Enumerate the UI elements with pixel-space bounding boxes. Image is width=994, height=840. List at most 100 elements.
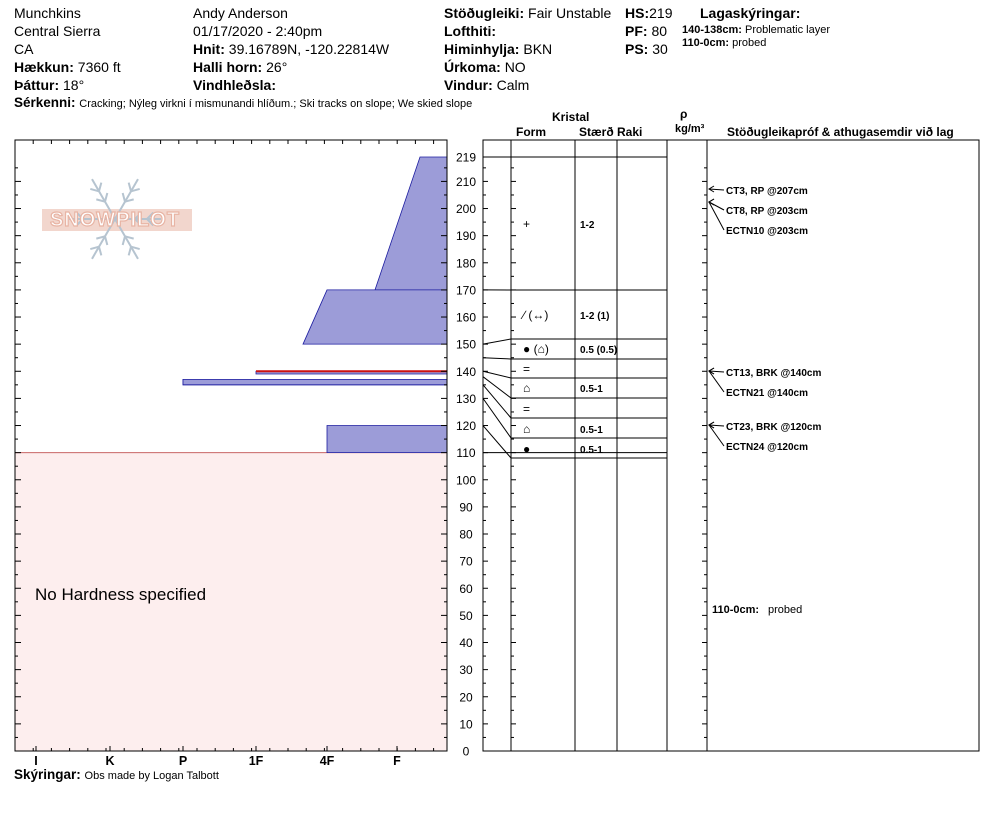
flake-branch: [98, 182, 103, 192]
footer-text: Obs made by Logan Talbott: [84, 770, 219, 782]
size-header: Stærð: [579, 125, 614, 139]
y-tick-label: 180: [456, 256, 476, 270]
moisture-header: Raki: [617, 125, 643, 139]
y-tick-label: 210: [456, 175, 476, 189]
y-tick-label: 30: [459, 663, 473, 677]
hardness-layer: [182, 379, 448, 386]
hardness-layer: [326, 425, 448, 454]
test-arrow-head: [708, 421, 715, 429]
test-arrow-head: [708, 367, 715, 375]
slope-value: 26°: [266, 59, 288, 75]
y-tick-label: 60: [459, 582, 473, 596]
y-tick-label: 140: [456, 365, 476, 379]
flake-branch: [124, 235, 134, 240]
y-tick-label: 170: [456, 283, 476, 297]
form-header: Form: [516, 125, 546, 139]
ps-row: PS: 30: [625, 40, 668, 58]
wind-loading-label: Vindhleðsla:: [193, 77, 276, 93]
region: Central Sierra: [14, 23, 101, 39]
y-tick-label: 90: [459, 500, 473, 514]
y-tick-label: 160: [456, 311, 476, 325]
hardness-scale-label: K: [105, 754, 114, 768]
hardness-scale-label: 1F: [249, 754, 264, 768]
no-hardness-label: No Hardness specified: [35, 585, 207, 604]
ps-label: PS:: [625, 41, 649, 57]
test-arrow: [708, 201, 725, 231]
layer-connector: [482, 370, 512, 379]
hardness-scale-label: 4F: [320, 754, 335, 768]
y-tick-label: 70: [459, 555, 473, 569]
stability-test: CT13, BRK @140cm: [726, 368, 821, 379]
hardness-layer: [302, 289, 448, 345]
features-text: Cracking; Nýleg virkni í mismunandi hlíð…: [79, 98, 473, 110]
flake-branch: [121, 192, 126, 202]
hardness-scale-label: F: [393, 754, 401, 768]
aspect-label: Þáttur:: [14, 77, 60, 93]
flake-branch: [98, 246, 103, 256]
flake-branch: [87, 211, 96, 220]
probed-note-range: 110-0cm:: [712, 604, 759, 616]
flake-branch: [146, 211, 155, 220]
probed-note-text: probed: [768, 604, 802, 616]
wind-loading-row: Vindhleðsla:: [193, 76, 276, 94]
air-temp-label: Lofthiti:: [444, 23, 497, 39]
hs-row: HS:219: [625, 4, 672, 22]
test-arrow: [708, 188, 725, 191]
stability-test: CT23, BRK @120cm: [726, 422, 821, 433]
layer-connector: [482, 338, 512, 345]
pf-value: 80: [651, 23, 668, 39]
elevation-row: Hækkun: 7360 ft: [14, 58, 121, 76]
features-label: Sérkenni:: [14, 95, 76, 110]
crystal-size: 1-2: [580, 220, 595, 231]
hardness-scale-label: I: [34, 754, 37, 768]
datetime: 01/17/2020 - 2:40pm: [193, 23, 323, 39]
crystal-form: +: [523, 217, 530, 231]
sky-label: Himinhylja:: [444, 41, 520, 57]
flake-arm: [114, 218, 139, 260]
slope-label: Halli horn:: [193, 59, 263, 75]
observer: Andy Anderson: [193, 5, 288, 21]
precip-label: Úrkoma:: [444, 59, 501, 75]
flake-branch: [87, 218, 96, 227]
y-tick-label: 150: [456, 338, 476, 352]
y-tick-label: 40: [459, 636, 473, 650]
layer-note-range: 110-0cm:: [682, 37, 730, 49]
stability-test: CT3, RP @207cm: [726, 186, 808, 197]
layer-connector: [482, 357, 512, 360]
test-arrow: [708, 370, 725, 393]
sky-value: BKN: [523, 41, 553, 57]
elevation-label: Hækkun:: [14, 59, 74, 75]
test-arrow: [708, 370, 725, 373]
aspect-value: 18°: [63, 77, 85, 93]
elevation-value: 7360 ft: [77, 59, 121, 75]
y-tick-label: 20: [459, 690, 473, 704]
precip-value: NO: [504, 59, 526, 75]
flake-branch: [75, 211, 84, 220]
coords-row: Hnit: 39.16789N, -120.22814W: [193, 40, 389, 58]
flake-branch: [90, 245, 100, 251]
footer-label: Skýringar:: [14, 767, 81, 782]
coords-value: 39.16789N, -120.22814W: [228, 41, 390, 57]
y-tick-label: 80: [459, 528, 473, 542]
features-row: Sérkenni: Cracking; Nýleg virkni í mismu…: [14, 95, 472, 110]
test-arrow-head: [708, 185, 715, 193]
flake-branch: [124, 198, 134, 203]
aspect-row: Þáttur: 18°: [14, 76, 84, 94]
flake-branch: [90, 187, 100, 193]
y-tick-label: 219: [456, 151, 476, 165]
flake-arm: [91, 218, 116, 260]
footer-row: Skýringar: Obs made by Logan Talbott: [14, 767, 219, 782]
crystal-form: =: [523, 362, 530, 376]
wind-label: Vindur:: [444, 77, 493, 93]
layer-note: 140-138cm: Problematic layer: [682, 24, 830, 36]
layer-note-text: Problematic layer: [745, 24, 830, 36]
rho-header: ρ: [680, 107, 688, 121]
crystal-size: 0.5 (0.5): [580, 345, 617, 356]
layer-connector: [482, 384, 512, 419]
location: Munchkins: [14, 5, 81, 21]
y-tick-label: 10: [459, 717, 473, 731]
logo-text: SNOWPILOT: [50, 209, 180, 231]
layer-connector: [482, 376, 512, 399]
stability-value: Fair Unstable: [528, 5, 612, 21]
y-tick-label: 190: [456, 229, 476, 243]
